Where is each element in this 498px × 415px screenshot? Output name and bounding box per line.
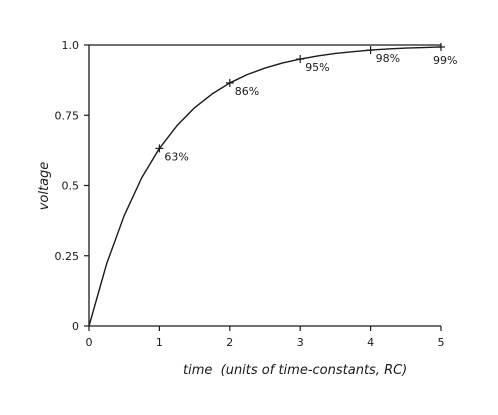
marked-point-5: 99% xyxy=(433,42,457,67)
point-label-4: 98% xyxy=(376,52,400,65)
x-tick-label-1: 1 xyxy=(156,336,163,349)
y-tick-label-0-5: 0.5 xyxy=(62,180,80,193)
charging-curve xyxy=(88,46,442,327)
marked-point-4: 98% xyxy=(366,46,400,65)
marked-point-2: 86% xyxy=(225,78,259,98)
x-tick-label-2: 2 xyxy=(226,336,233,349)
y-tick-label-0: 0 xyxy=(72,320,79,333)
point-label-1: 63% xyxy=(164,150,188,163)
marked-point-3: 95% xyxy=(296,55,330,74)
y-axis-title: voltage xyxy=(37,162,52,211)
x-tick-label-5: 5 xyxy=(438,336,445,349)
x-axis-title: time (units of time-constants, RC) xyxy=(183,363,407,378)
axes-layer xyxy=(88,44,441,327)
y-tick-label-0-25: 0.25 xyxy=(55,250,80,263)
ticks-layer: 0 1 2 3 4 5 0 0.25 0.5 0.75 1.0 xyxy=(55,39,445,349)
point-label-3: 95% xyxy=(305,61,329,74)
points-layer: 63% 86% 95% 98% 99% xyxy=(155,42,457,163)
curve-layer xyxy=(88,46,442,327)
y-tick-label-0-75: 0.75 xyxy=(55,109,80,122)
point-label-2: 86% xyxy=(235,85,259,98)
point-label-5: 99% xyxy=(433,54,457,67)
x-tick-label-0: 0 xyxy=(86,336,93,349)
y-tick-label-1: 1.0 xyxy=(62,39,80,52)
marked-point-1: 63% xyxy=(155,144,189,163)
x-tick-label-4: 4 xyxy=(367,336,374,349)
x-tick-label-3: 3 xyxy=(297,336,304,349)
